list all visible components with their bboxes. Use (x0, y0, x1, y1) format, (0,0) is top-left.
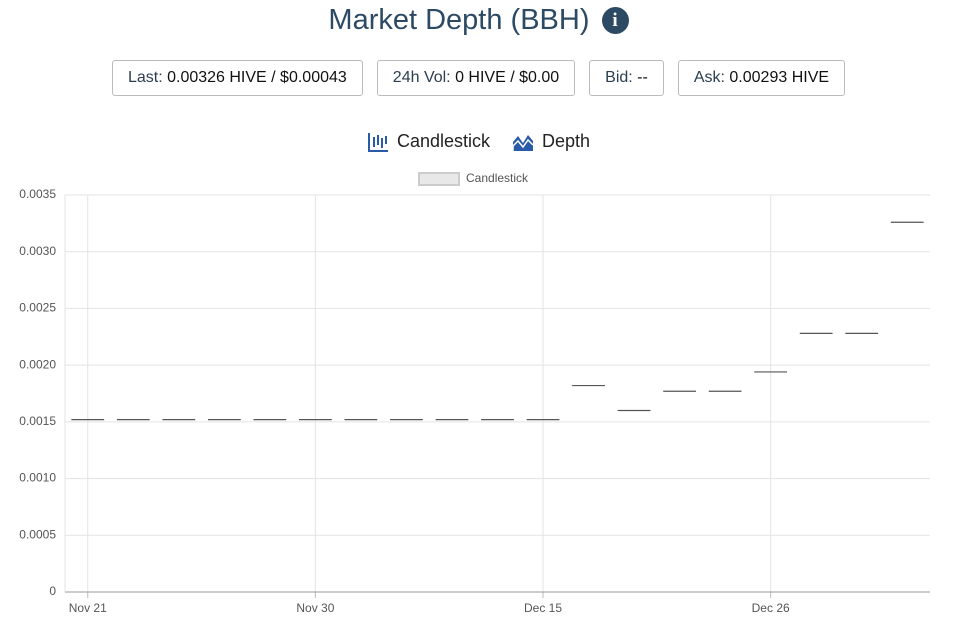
stat-label: Bid: (605, 69, 633, 86)
x-tick-label: Nov 21 (69, 601, 107, 615)
y-tick-label: 0.0020 (19, 357, 56, 371)
stat-label: 24h Vol: (392, 69, 451, 86)
x-tick-label: Dec 26 (752, 601, 790, 615)
header: Market Depth (BBH) i (0, 4, 957, 37)
stat-label: Last: (127, 69, 163, 86)
stat-value: 0 HIVE / $0.00 (455, 69, 560, 86)
chart: 0 0.0005 0.0010 0.0015 0.0020 0.0025 0.0030 0.0… (19, 171, 930, 615)
stat-value: 0.00326 HIVE / $0.00043 (167, 69, 347, 86)
y-tick-label: 0.0030 (19, 244, 56, 258)
tab[interactable]: Candlestick (367, 131, 490, 152)
legend-label: Candlestick (466, 171, 529, 185)
y-tick-label: 0.0015 (19, 414, 56, 428)
stats-bar: Last: 0.00326 HIVE / $0.00043 24h Vol: 0… (0, 60, 957, 96)
tab-label: Depth (542, 131, 591, 151)
page-title: Market Depth (BBH) (328, 4, 590, 36)
y-tick-label: 0.0025 (19, 301, 56, 315)
y-tick-label: 0.0010 (19, 471, 56, 485)
y-tick-label: 0 (49, 584, 56, 598)
tabs: Candlestick Depth (0, 131, 957, 152)
stat-box: Ask: 0.00293 HIVE (677, 60, 846, 96)
stat-box: Last: 0.00326 HIVE / $0.00043 (111, 60, 363, 96)
y-tick-label: 0.0035 (19, 187, 56, 201)
x-tick-label: Dec 15 (524, 601, 562, 615)
stat-label: Ask: (693, 69, 725, 86)
y-tick-label: 0.0005 (19, 527, 56, 541)
stat-box: Bid: -- (589, 60, 664, 96)
stat-value: 0.00293 HIVE (729, 69, 830, 86)
info-icon[interactable]: i (601, 7, 629, 34)
depth-icon (512, 134, 534, 151)
stat-value: -- (637, 69, 648, 86)
x-tick-label: Nov 30 (296, 601, 334, 615)
candlestick-icon (367, 132, 388, 152)
tab[interactable]: Depth (512, 131, 590, 152)
tab-label: Candlestick (396, 131, 490, 151)
stat-box: 24h Vol: 0 HIVE / $0.00 (376, 60, 576, 96)
legend-swatch (418, 172, 460, 186)
